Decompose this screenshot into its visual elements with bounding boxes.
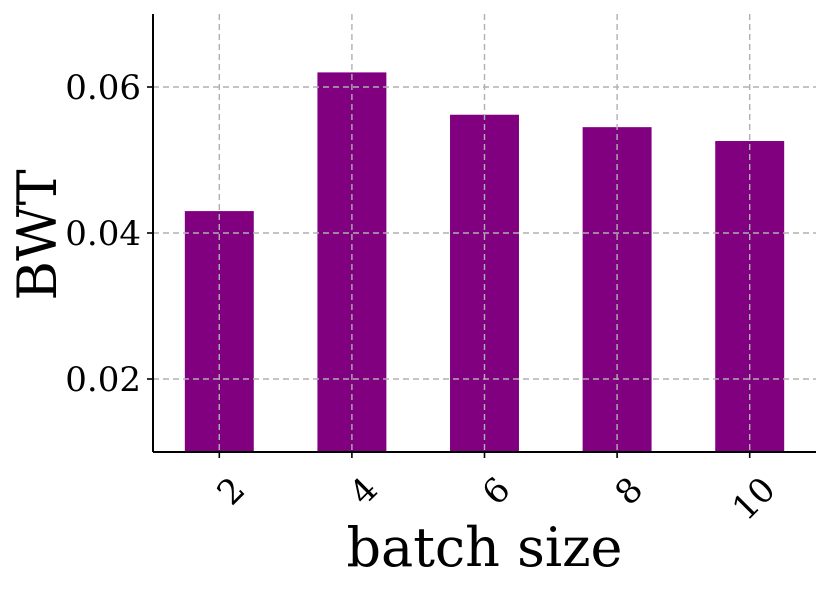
tick-labels-layer: 0.02 0.04 0.06 2 4 6 8 10 xyxy=(65,68,783,528)
x-tick-label: 4 xyxy=(342,470,386,514)
bar-2 xyxy=(184,211,254,452)
x-tick-label: 2 xyxy=(210,470,254,514)
grid-overlay-layer xyxy=(153,14,816,452)
y-axis-title: BWT xyxy=(6,169,69,300)
x-tick-label: 10 xyxy=(725,470,784,529)
x-tick-label: 8 xyxy=(607,470,651,514)
x-tick-label: 6 xyxy=(475,470,519,514)
x-axis-title: batch size xyxy=(346,516,622,579)
y-tick-label: 0.02 xyxy=(65,360,141,400)
y-tick-label: 0.04 xyxy=(65,214,141,254)
axes-layer xyxy=(147,14,816,458)
y-tick-label: 0.06 xyxy=(65,68,141,108)
